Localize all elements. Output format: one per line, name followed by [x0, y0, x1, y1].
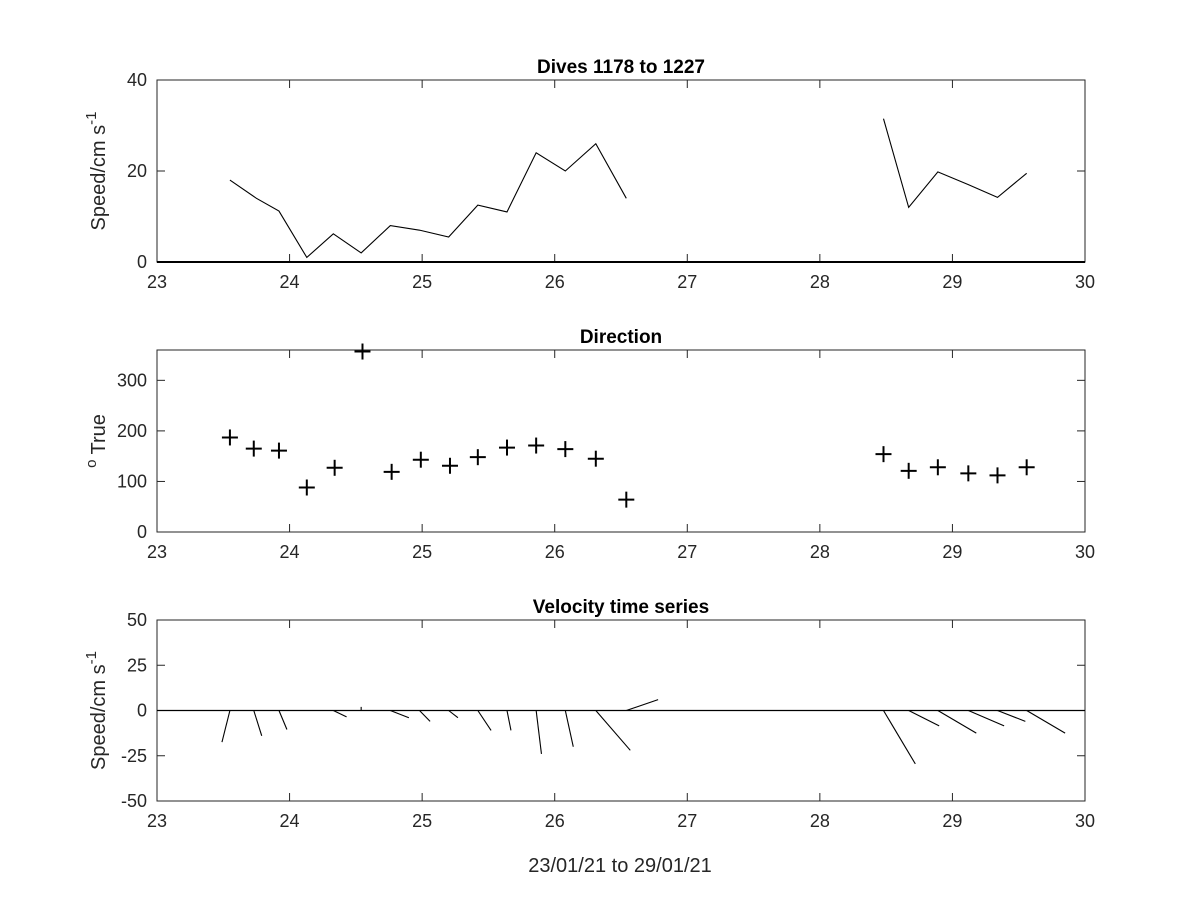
speed-xtick-label: 28: [810, 272, 830, 292]
direction-point: [270, 442, 287, 459]
direction-point: [326, 459, 343, 476]
velocity-vector: [937, 710, 977, 734]
velocity-panel-ylabel-superscript: -1: [83, 651, 100, 664]
velocity-vector: [333, 710, 347, 718]
direction-point: [498, 439, 515, 456]
velocity-xtick-label: 26: [545, 811, 565, 831]
speed-series-line: [882, 118, 1028, 209]
velocity-ytick-label: -50: [121, 791, 147, 811]
speed-axes-box: [156, 79, 1086, 263]
velocity-vector: [477, 710, 492, 731]
direction-xtick-label: 26: [545, 542, 565, 562]
velocity-vector: [1026, 710, 1066, 734]
direction-point: [900, 462, 917, 479]
direction-point: [875, 446, 892, 463]
speed-panel: Dives 1178 to 1227 Speed/cm s-1 23 24 25 26…: [83, 57, 1095, 292]
velocity-vector: [448, 710, 459, 719]
direction-point: [354, 343, 371, 360]
velocity-panel-ylabel-text: Speed/cm s: [88, 664, 110, 770]
direction-point: [221, 429, 238, 446]
velocity-ytick-label: 50: [127, 610, 147, 630]
direction-panel-ylabel: o True: [83, 414, 110, 468]
velocity-vector: [626, 699, 659, 712]
direction-point: [383, 463, 400, 480]
direction-ytick-label: 300: [117, 370, 147, 390]
speed-panel-ylabel-text: Speed/cm s: [88, 125, 110, 231]
speed-xtick-label: 24: [280, 272, 300, 292]
direction-axes-box: [156, 349, 1086, 533]
direction-point: [298, 479, 315, 496]
speed-xtick-label: 29: [942, 272, 962, 292]
speed-xtick-label: 23: [147, 272, 167, 292]
direction-xtick-label: 29: [942, 542, 962, 562]
direction-point: [245, 440, 262, 457]
direction-xtick-label: 30: [1075, 542, 1095, 562]
direction-point: [929, 459, 946, 476]
direction-xtick-label: 25: [412, 542, 432, 562]
direction-point: [441, 457, 458, 474]
direction-point: [412, 451, 429, 468]
direction-xtick-label: 27: [677, 542, 697, 562]
velocity-vector: [883, 710, 916, 765]
direction-point: [989, 467, 1006, 484]
direction-xtick-label: 28: [810, 542, 830, 562]
velocity-vector: [564, 710, 574, 747]
direction-ytick-label: 0: [137, 522, 147, 542]
direction-xtick-label: 24: [280, 542, 300, 562]
speed-panel-ylabel: Speed/cm s-1: [83, 112, 110, 231]
direction-point: [469, 449, 486, 466]
direction-point: [528, 437, 545, 454]
velocity-xtick-label: 29: [942, 811, 962, 831]
velocity-xtick-label: 28: [810, 811, 830, 831]
velocity-vector: [419, 710, 431, 722]
speed-xtick-label: 26: [545, 272, 565, 292]
direction-panel-ylabel-text: True: [88, 414, 110, 454]
velocity-panel: Velocity time series Speed/cm s-1 23 24 25…: [83, 597, 1095, 831]
speed-xtick-label: 27: [677, 272, 697, 292]
velocity-vector: [968, 709, 1005, 727]
direction-point: [587, 450, 604, 467]
speed-ytick-label: 20: [127, 161, 147, 181]
direction-ytick-label: 200: [117, 421, 147, 441]
velocity-vector: [595, 710, 631, 751]
speed-panel-title: Dives 1178 to 1227: [537, 57, 705, 78]
direction-point: [557, 441, 574, 458]
direction-ytick-label: 100: [117, 471, 147, 491]
velocity-vector: [253, 710, 263, 737]
figure-xlabel: 23/01/21 to 29/01/21: [528, 855, 712, 877]
velocity-vector: [908, 710, 940, 727]
speed-panel-ylabel-superscript: -1: [83, 112, 100, 125]
velocity-vector: [506, 710, 512, 731]
speed-xtick-label: 25: [412, 272, 432, 292]
velocity-xtick-label: 25: [412, 811, 432, 831]
velocity-ytick-label: -25: [121, 746, 147, 766]
velocity-vector: [535, 710, 543, 755]
velocity-panel-title: Velocity time series: [533, 597, 709, 618]
direction-panel: Direction oTrue 23 24 25 26 27 28 29 3001002003…: [83, 327, 1095, 562]
velocity-vector: [278, 710, 288, 730]
velocity-ytick-label: 0: [137, 701, 147, 721]
velocity-vector: [997, 709, 1026, 722]
direction-xtick-label: 23: [147, 542, 167, 562]
velocity-xtick-label: 30: [1075, 811, 1095, 831]
velocity-xtick-label: 23: [147, 811, 167, 831]
velocity-xtick-label: 27: [677, 811, 697, 831]
direction-panel-ylabel-degree: o: [83, 460, 100, 468]
speed-ytick-label: 40: [127, 70, 147, 90]
direction-panel-title: Direction: [580, 327, 662, 348]
velocity-vector: [390, 709, 410, 719]
velocity-vector: [221, 710, 231, 743]
direction-point: [618, 491, 635, 508]
speed-ytick-label: 0: [137, 252, 147, 272]
velocity-panel-ylabel: Speed/cm s-1: [83, 651, 110, 770]
direction-point: [1018, 459, 1035, 476]
speed-xtick-label: 30: [1075, 272, 1095, 292]
velocity-xtick-label: 24: [280, 811, 300, 831]
direction-point: [960, 465, 977, 482]
speed-series-line: [229, 142, 627, 259]
velocity-ytick-label: 25: [127, 655, 147, 675]
